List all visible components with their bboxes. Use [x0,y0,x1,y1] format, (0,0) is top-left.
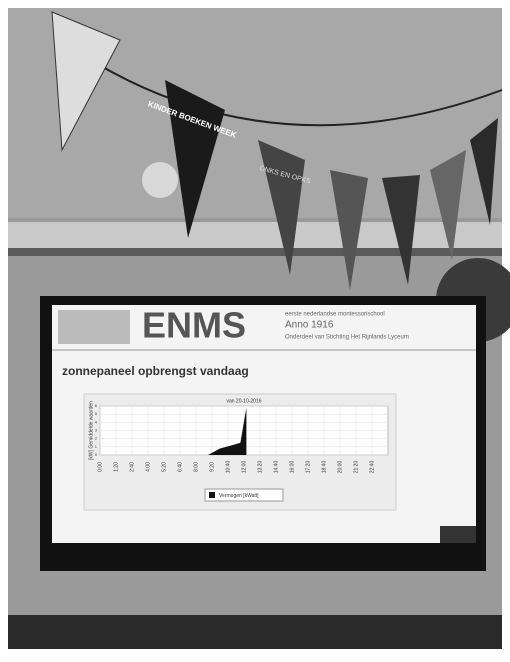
x-tick-label: 16:00 [289,461,295,474]
x-tick-label: 0:00 [97,462,103,472]
x-tick-label: 20:00 [337,461,343,474]
legend-label: Vermogen [kWatt] [219,493,259,499]
heading: zonnepaneel opbrengst vandaag [62,364,249,378]
photo: KINDER BOEKEN WEEK ONKS EN OPKS ENMS eer… [0,0,510,657]
logo-figures [58,310,130,344]
x-tick-label: 22:40 [369,461,375,474]
x-tick-label: 5:20 [161,462,167,472]
x-tick-label: 4:00 [145,462,151,472]
x-tick-label: 1:20 [113,462,119,472]
x-tick-label: 12:00 [241,461,247,474]
x-tick-label: 9:20 [209,462,215,472]
school-name: eerste nederlandse montessorischool [285,312,385,318]
floor-tiles [8,615,502,649]
affiliation: Onderdeel van Stichting Het Rijnlands Ly… [285,335,409,341]
chart-title: van 20-10-2016 [226,398,261,404]
x-tick-label: 18:40 [321,461,327,474]
x-tick-label: 10:40 [225,461,231,474]
y-axis-label: [kW] Gemiddelde waarden [88,401,94,460]
page: KINDER BOEKEN WEEK ONKS EN OPKS ENMS eer… [0,0,510,662]
logo: ENMS [142,305,246,346]
shelf [8,222,502,252]
wall-fan [142,162,178,198]
founded: Anno 1916 [285,320,334,331]
shelf-edge [8,248,502,256]
x-tick-label: 13:20 [257,461,263,474]
x-tick-label: 17:20 [305,461,311,474]
x-tick-label: 8:00 [193,462,199,472]
screen-corner [440,526,476,543]
x-tick-label: 21:20 [353,461,359,474]
legend-swatch [209,492,215,498]
x-tick-label: 14:40 [273,461,279,474]
x-tick-label: 6:40 [177,462,183,472]
x-tick-label: 2:40 [129,462,135,472]
